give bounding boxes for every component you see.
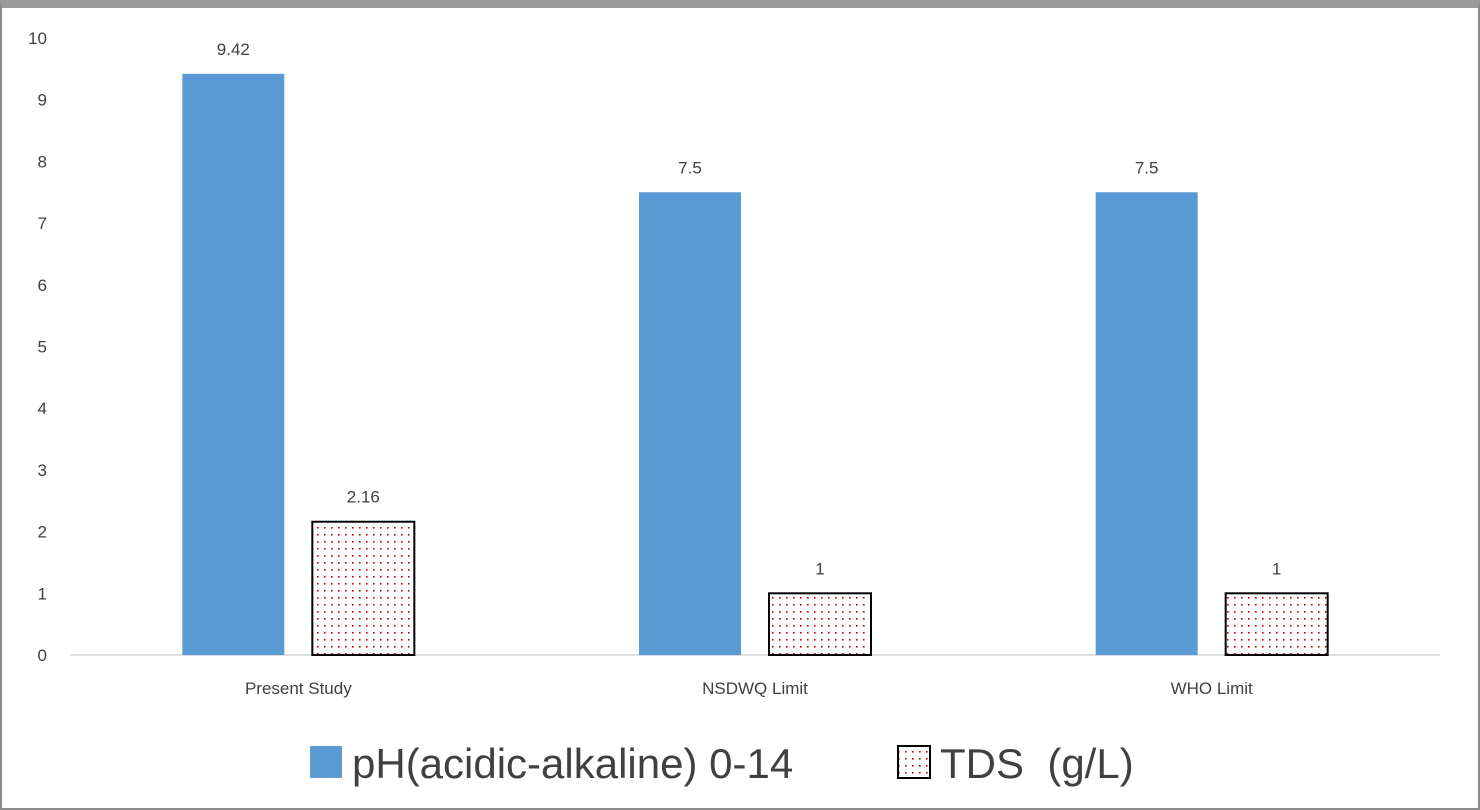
data-label: 1 (1272, 559, 1281, 578)
bar-tds (311, 520, 416, 657)
legend-swatch-tds (897, 745, 931, 779)
y-tick-label: 10 (28, 29, 47, 48)
x-category-label: WHO Limit (1171, 679, 1253, 698)
bar-tds (1224, 592, 1329, 656)
legend: pH(acidic-alkaline) 0-14 TDS (g/L) (310, 740, 1134, 787)
x-axis-categories: Present Study NSDWQ Limit WHO Limit (245, 679, 1253, 698)
bar-tds (768, 592, 872, 656)
y-tick-label: 0 (38, 646, 47, 665)
legend-label-tds: TDS (g/L) (940, 740, 1134, 787)
data-label: 7.5 (1135, 158, 1159, 177)
y-tick-label: 3 (38, 461, 47, 480)
y-tick-label: 2 (38, 523, 47, 542)
data-label: 7.5 (678, 158, 702, 177)
bars (182, 73, 1329, 657)
legend-label-ph: pH(acidic-alkaline) 0-14 (352, 740, 793, 787)
data-label: 1 (815, 559, 824, 578)
data-labels: 9.42 2.16 7.5 1 7.5 1 (217, 40, 1282, 579)
bar-ph (182, 73, 285, 655)
data-label: 2.16 (347, 488, 380, 507)
y-tick-label: 5 (38, 338, 47, 357)
x-category-label: NSDWQ Limit (702, 679, 808, 698)
y-tick-label: 7 (38, 214, 47, 233)
y-axis: 0 1 2 3 4 5 6 7 8 9 10 (28, 29, 47, 665)
x-category-label: Present Study (245, 679, 352, 698)
bar-ph (639, 192, 741, 655)
legend-swatch-ph (310, 746, 342, 778)
y-tick-label: 4 (38, 399, 47, 418)
y-tick-label: 6 (38, 276, 47, 295)
y-tick-label: 8 (38, 152, 47, 171)
data-label: 9.42 (217, 40, 250, 59)
y-tick-label: 9 (38, 91, 47, 110)
y-tick-label: 1 (38, 584, 47, 603)
bar-ph (1095, 192, 1198, 655)
